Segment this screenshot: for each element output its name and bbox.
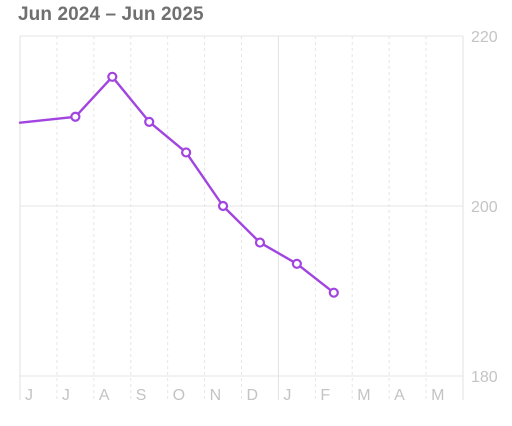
data-point <box>217 200 229 212</box>
data-point <box>328 287 339 298</box>
x-tick-label: D <box>247 387 259 404</box>
chart-grid <box>19 35 464 400</box>
x-tick-label: J <box>25 387 33 404</box>
series-line <box>18 75 335 294</box>
x-tick-label: F <box>320 387 330 404</box>
y-tick-label: 200 <box>471 199 498 216</box>
x-tick-label: M <box>431 387 444 404</box>
x-tick-label: S <box>136 387 147 404</box>
x-tick-label: A <box>99 387 110 404</box>
data-point <box>70 111 81 122</box>
x-tick-label: N <box>210 387 222 404</box>
x-tick-label: A <box>394 387 405 404</box>
data-point <box>291 258 302 269</box>
y-axis-ticks: 220 200 180 <box>471 29 498 386</box>
data-point <box>107 71 118 82</box>
y-tick-label: 180 <box>471 369 498 386</box>
data-point <box>254 237 266 248</box>
chart-series <box>18 71 339 298</box>
x-tick-label: J <box>283 387 291 404</box>
y-tick-label: 220 <box>471 29 498 46</box>
data-point <box>181 147 192 158</box>
x-tick-label: O <box>173 387 185 404</box>
data-point <box>144 116 155 127</box>
date-range-title: Jun 2024 – Jun 2025 <box>18 4 204 25</box>
x-tick-label: J <box>62 387 70 404</box>
x-tick-label: M <box>357 387 370 404</box>
